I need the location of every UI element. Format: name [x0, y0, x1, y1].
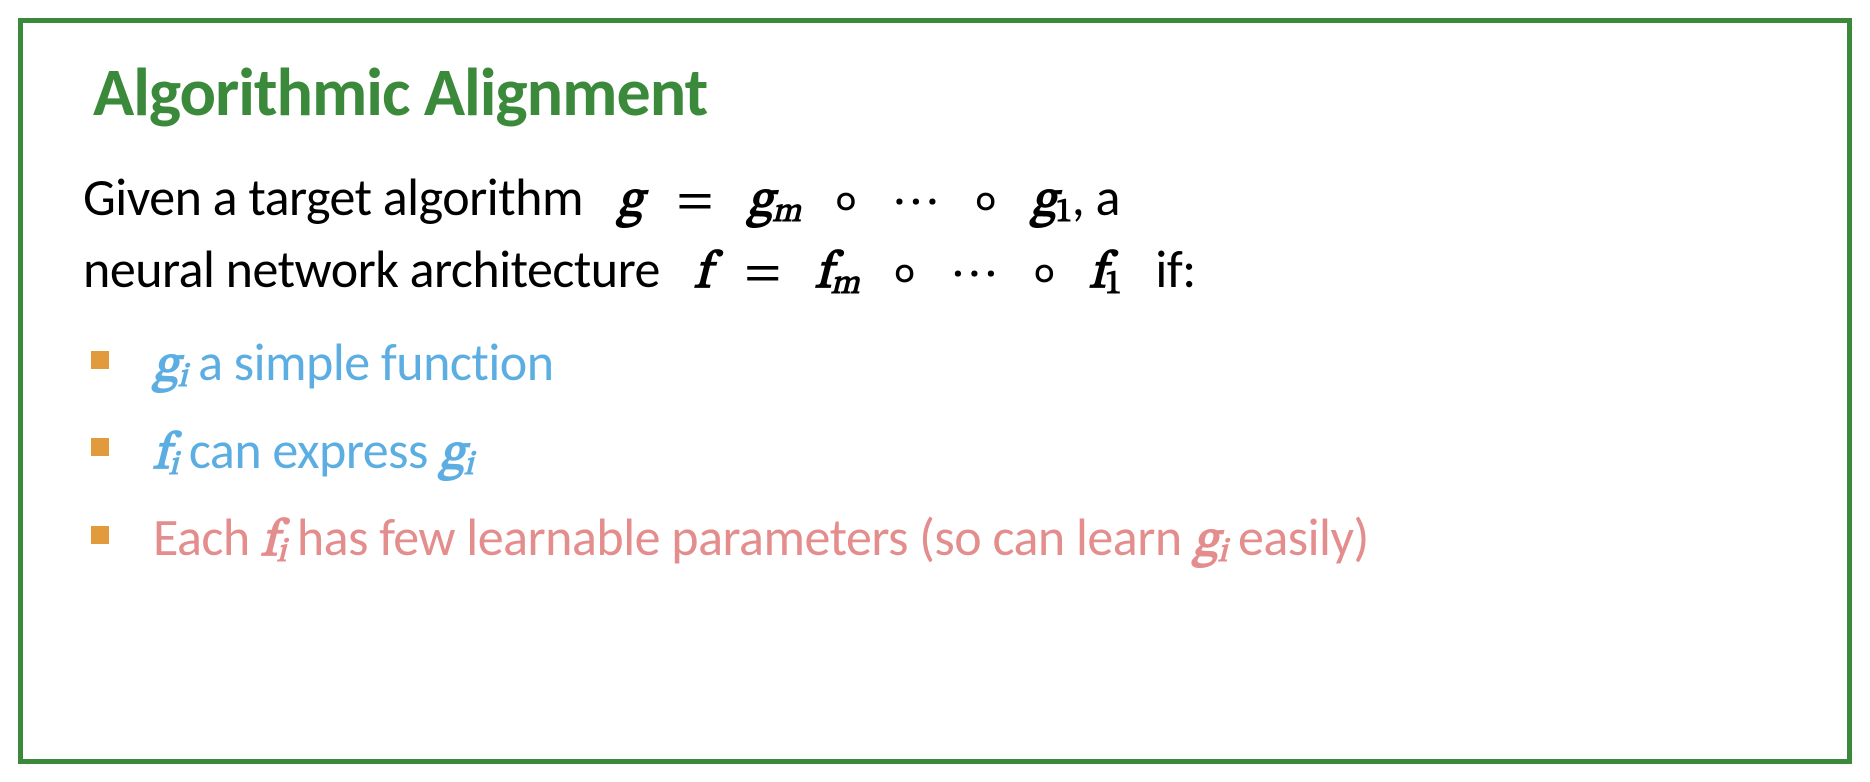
math-comp-1: ∘: [835, 176, 857, 228]
condition-item-2: fi can express gi: [91, 417, 1787, 489]
math-var-g: g: [1193, 516, 1218, 568]
panel-body-text: Given a target algorithm g = gm ∘ ⋯ ∘ g1…: [83, 164, 1787, 307]
math-gm-g: g: [747, 176, 772, 228]
math-dots-1: ⋯: [891, 176, 940, 228]
body-pre-2: neural network architecture: [83, 237, 660, 301]
math-var-f: f: [261, 516, 276, 568]
math-dots-2: ⋯: [950, 248, 999, 300]
math-fm-m: m: [831, 268, 859, 302]
definition-panel: Algorithmic Alignment Given a target alg…: [18, 18, 1852, 764]
math-f1-f: f: [1089, 248, 1104, 300]
body-post-2: if:: [1155, 237, 1195, 301]
square-bullet-icon: [91, 351, 109, 369]
math-eq-2: =: [744, 248, 781, 300]
math-comp-2: ∘: [974, 176, 996, 228]
math-comp-4: ∘: [1033, 248, 1055, 300]
condition-text: easily): [1227, 505, 1369, 569]
math-sub-i: i: [276, 536, 285, 570]
condition-text: has few learnable parameters (so can lea…: [286, 505, 1193, 569]
math-sub-i: i: [1218, 536, 1227, 570]
math-eq: =: [676, 176, 713, 228]
body-pre-1: Given a target algorithm: [83, 165, 583, 229]
math-gm-m: m: [772, 196, 800, 230]
body-post-1: , a: [1072, 165, 1120, 229]
condition-text: a simple function: [187, 330, 554, 394]
math-var-g: g: [439, 429, 464, 481]
math-g1-1: 1: [1056, 196, 1072, 230]
condition-text: Each: [153, 505, 261, 569]
panel-title: Algorithmic Alignment: [93, 51, 1787, 134]
condition-text: can express: [178, 418, 439, 482]
math-var-g: g: [153, 341, 178, 393]
condition-item-1: gi a simple function: [91, 329, 1787, 401]
math-sub-i: i: [178, 361, 187, 395]
condition-item-3: Each fi has few learnable parameters (so…: [91, 504, 1787, 576]
math-f1-1: 1: [1105, 268, 1121, 302]
math-g1-g: g: [1031, 176, 1056, 228]
math-fm-f: f: [815, 248, 830, 300]
math-sub-i: i: [464, 449, 473, 483]
math-f: f: [694, 248, 709, 300]
math-g: g: [617, 176, 642, 228]
math-comp-3: ∘: [893, 248, 915, 300]
condition-list: gi a simple functionfi can express giEac…: [91, 329, 1787, 576]
math-var-f: f: [153, 429, 168, 481]
square-bullet-icon: [91, 438, 109, 456]
square-bullet-icon: [91, 526, 109, 544]
math-sub-i: i: [168, 449, 177, 483]
